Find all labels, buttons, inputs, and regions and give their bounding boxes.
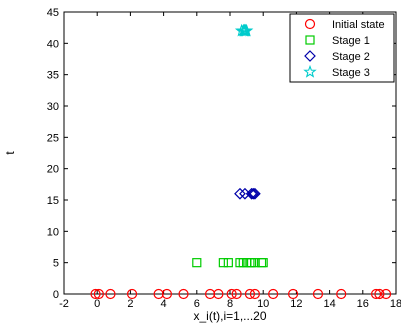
y-tick-label: 0 xyxy=(53,289,59,301)
legend-label-initial-state: Initial state xyxy=(332,19,385,31)
initial-state-point xyxy=(178,288,189,300)
legend-label-stage-2: Stage 2 xyxy=(332,51,370,63)
x-tick-label: 6 xyxy=(194,298,200,310)
y-tick-label: 30 xyxy=(47,101,59,113)
x-tick-label: 16 xyxy=(357,298,369,310)
initial-state-point xyxy=(336,288,347,300)
stage-3-point xyxy=(239,23,254,37)
stage-1-point xyxy=(258,258,268,268)
stage-1-point xyxy=(223,258,233,268)
initial-state-point xyxy=(312,288,324,300)
x-tick-label: -2 xyxy=(59,298,69,310)
legend: Initial state Stage 1 Stage 2 Stage 3 xyxy=(289,13,395,83)
x-tick-label: 8 xyxy=(227,298,233,310)
stage-2-point xyxy=(249,187,261,200)
y-tick-label: 5 xyxy=(53,258,59,270)
initial-state-point xyxy=(126,288,138,300)
initial-state-point xyxy=(226,288,237,300)
y-axis-label: t xyxy=(3,151,17,155)
initial-state-point xyxy=(287,288,299,300)
legend-marker-stage-3 xyxy=(303,64,317,78)
initial-state-point xyxy=(374,288,385,300)
initial-state-point xyxy=(380,288,392,300)
x-tick-label: 10 xyxy=(257,298,269,310)
initial-state-point xyxy=(105,288,116,300)
x-tick-label: 14 xyxy=(323,298,335,310)
x-axis-label: x_i(t),i=1,...20 xyxy=(193,309,266,323)
initial-state-point xyxy=(244,288,256,300)
initial-state-point xyxy=(161,288,173,300)
x-tick-label: 18 xyxy=(390,298,401,310)
y-tick-label: 25 xyxy=(47,132,59,144)
legend-label-stage-1: Stage 1 xyxy=(332,35,370,47)
initial-state-point xyxy=(268,288,279,300)
stage-1-point xyxy=(218,258,228,268)
legend-marker-initial-state xyxy=(304,18,316,30)
y-tick-label: 20 xyxy=(47,164,59,176)
legend-items: Initial state Stage 1 Stage 2 Stage 3 xyxy=(303,18,385,79)
y-tick-label: 35 xyxy=(47,70,59,82)
initial-state-point xyxy=(204,288,216,300)
y-tick-label: 15 xyxy=(47,195,59,207)
initial-state-point xyxy=(370,288,382,300)
legend-marker-stage-2 xyxy=(304,50,316,62)
stage-2-point xyxy=(247,187,260,200)
y-tick-label: 10 xyxy=(47,226,59,238)
data-marks xyxy=(90,23,392,300)
x-tick-label: 0 xyxy=(94,298,100,310)
initial-state-point xyxy=(213,288,224,300)
x-tick-label: 2 xyxy=(127,298,133,310)
initial-state-point xyxy=(93,288,104,300)
stage-2-point xyxy=(245,187,258,200)
initial-state-point xyxy=(90,288,101,300)
initial-state-point xyxy=(249,288,260,300)
y-tick-label: 45 xyxy=(47,7,59,19)
legend-marker-stage-1 xyxy=(305,35,315,45)
initial-state-point xyxy=(153,288,164,300)
stage-1-point xyxy=(192,258,202,268)
stage-2-point xyxy=(234,187,246,200)
legend-label-stage-3: Stage 3 xyxy=(332,67,370,79)
x-tick-label: 12 xyxy=(290,298,302,310)
y-tick-label: 40 xyxy=(47,38,59,50)
x-tick-label: 4 xyxy=(161,298,167,310)
initial-state-point xyxy=(231,288,242,300)
